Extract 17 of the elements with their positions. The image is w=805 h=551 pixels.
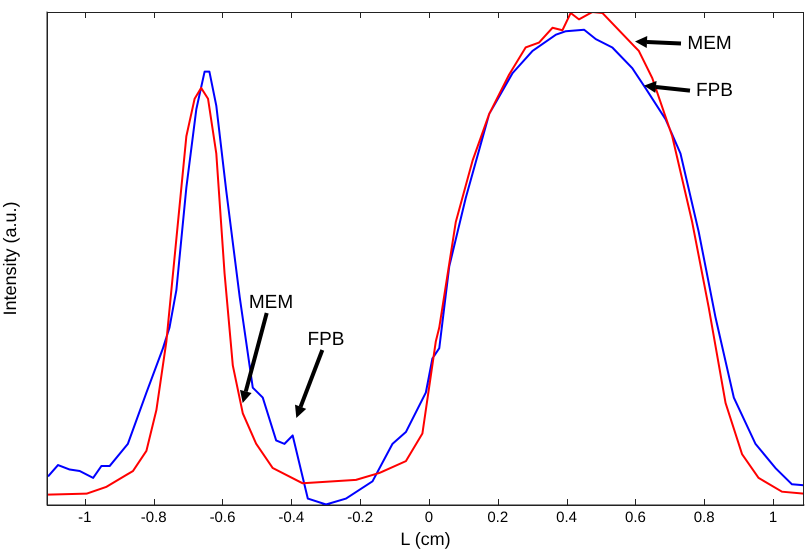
annotation: FPB	[308, 329, 344, 350]
annotation: FPB	[696, 80, 733, 102]
y-axis-title: Intensity (a.u.)	[0, 201, 20, 316]
x-tick-label: -1	[78, 509, 92, 526]
x-tick-label: 0.6	[624, 509, 646, 526]
x-tick-label: 0.2	[487, 509, 508, 526]
x-tick-label: 0.4	[556, 509, 578, 526]
x-axis-title: L (cm)	[400, 529, 451, 550]
x-tick-label: 0.8	[694, 509, 715, 526]
x-tick-label: -0.2	[347, 509, 374, 526]
x-tick-label: -0.8	[140, 509, 167, 526]
x-tick-label: -0.6	[210, 509, 236, 526]
x-tick-label: -0.4	[278, 509, 304, 526]
annotation: MEM	[248, 292, 294, 314]
x-tick-label: 1	[768, 509, 778, 526]
annotation: MEM	[687, 32, 732, 54]
x-tick-label: 0	[424, 509, 434, 526]
